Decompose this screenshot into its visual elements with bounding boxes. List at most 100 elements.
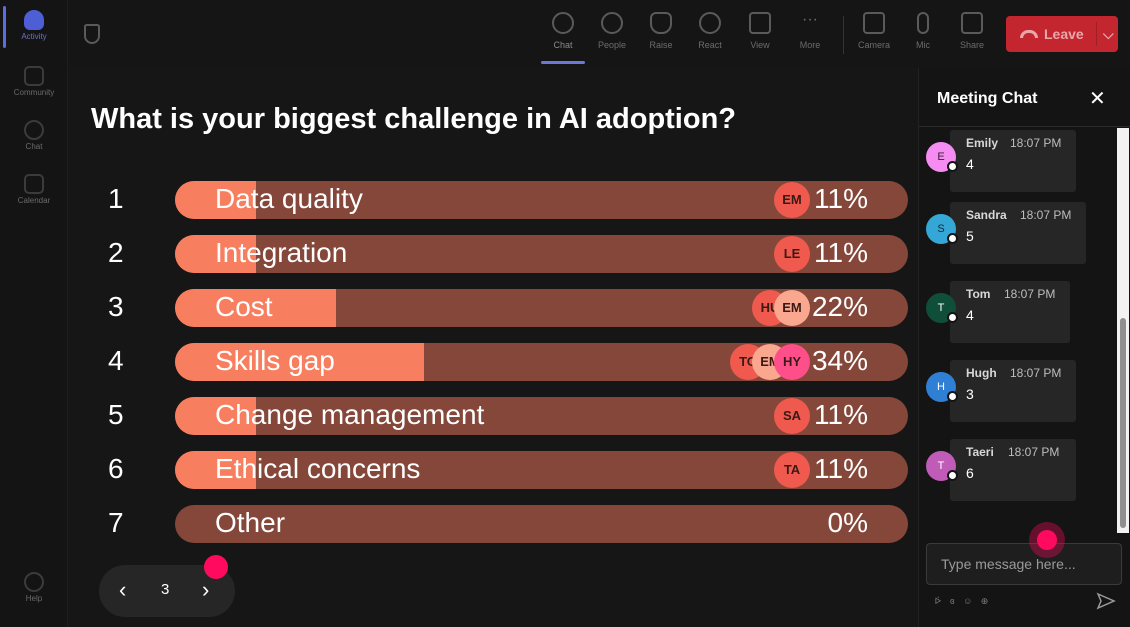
message-time: 18:07 PM <box>1010 366 1062 380</box>
smiley-icon <box>699 12 721 34</box>
rail-item-community[interactable]: Community <box>0 66 68 97</box>
next-slide-button[interactable]: › <box>202 577 210 602</box>
sender-name: Taeri <box>966 445 994 459</box>
message-text: 4 <box>966 307 974 323</box>
chat-message: Sandra 18:07 PM 5 S <box>926 202 1116 264</box>
sender-avatar[interactable]: E <box>926 142 958 172</box>
poll-option-percentage: 11% <box>814 453 868 484</box>
chat-message: Taeri 18:07 PM 6 T <box>926 439 1116 501</box>
shield-icon <box>84 24 100 44</box>
poll-option-row: 2 Integration LE 11% <box>68 235 918 273</box>
chat-icon <box>24 120 44 140</box>
toolbar-share-button[interactable]: Share <box>948 10 996 60</box>
page-number: 3 <box>161 581 170 598</box>
meeting-toolbar: Chat People Raise React View ··· More Ca… <box>68 0 1130 68</box>
pointer-indicator <box>204 555 228 579</box>
rail-item-activity[interactable]: Activity <box>0 10 68 41</box>
meeting-chat-panel: Meeting Chat ✕ Emily 18:07 PM 4 E Sandra 18:0… <box>918 68 1130 627</box>
rail-active-indicator <box>3 6 6 48</box>
poll-option-label: Ethical concerns <box>215 453 421 484</box>
poll-option-label: Cost <box>215 291 273 322</box>
poll-option-bar: Data quality EM 11% <box>175 181 908 219</box>
message-text: 3 <box>966 386 974 402</box>
poll-option-bar-fill <box>175 235 256 273</box>
chat-message-input[interactable] <box>926 543 1122 585</box>
sender-avatar[interactable]: T <box>926 451 958 481</box>
camera-off-icon <box>863 12 885 34</box>
poll-option-row: 5 Change management SA 11% <box>68 397 918 435</box>
format-toolbar[interactable]: ᢰ ɞ ☺ ⊕ <box>935 596 992 606</box>
help-icon <box>24 572 44 592</box>
message-time: 18:07 PM <box>1004 287 1056 301</box>
sender-name: Sandra <box>966 208 1007 222</box>
toolbar-mic-button[interactable]: Mic <box>899 10 947 60</box>
poll-option-percentage: 11% <box>814 399 868 430</box>
poll-option-label: Other <box>215 507 286 538</box>
hand-icon <box>650 12 672 34</box>
toolbar-react-button[interactable]: React <box>686 10 734 60</box>
chat-title: Meeting Chat <box>937 90 1038 107</box>
toolbar-raise-button[interactable]: Raise <box>637 10 685 60</box>
avatar-initial: T <box>937 302 945 314</box>
poll-option-bar: Integration LE 11% <box>175 235 908 273</box>
poll-option-bar: Ethical concerns TA 11% <box>175 451 908 489</box>
presence-status-icon <box>947 161 958 172</box>
poll-option-percentage: 11% <box>814 183 868 214</box>
toolbar-more-button[interactable]: ··· More <box>799 11 821 51</box>
poll-option-row: 6 Ethical concerns TA 11% <box>68 451 918 489</box>
chevron-down-icon[interactable]: ⌵ <box>1096 22 1114 46</box>
toolbar-chat-button[interactable]: Chat <box>539 10 587 64</box>
poll-option-row: 1 Data quality EM 11% <box>68 181 918 219</box>
poll-option-bar-fill <box>175 397 256 435</box>
poll-option-percentage: 34% <box>811 345 868 376</box>
poll-option-number: 4 <box>108 345 124 376</box>
chat-scrollbar-thumb[interactable] <box>1120 318 1126 528</box>
community-icon <box>24 66 44 86</box>
toolbar-separator <box>843 16 844 54</box>
presence-status-icon <box>947 470 958 481</box>
ellipsis-icon: ··· <box>802 11 818 28</box>
close-icon[interactable]: ✕ <box>1089 88 1106 110</box>
voter-avatar: TA <box>774 452 810 488</box>
poll-stage: What is your biggest challenge in AI ado… <box>68 68 918 627</box>
poll-option-label: Data quality <box>215 183 363 214</box>
poll-option-number: 6 <box>108 453 124 484</box>
chat-message: Tom 18:07 PM 4 T <box>926 281 1116 343</box>
avatar-initial: E <box>937 151 945 163</box>
chat-bubble: Hugh 18:07 PM 3 <box>950 360 1076 422</box>
sender-name: Hugh <box>966 366 997 380</box>
chat-bubble: Taeri 18:07 PM 6 <box>950 439 1076 501</box>
poll-option-bar-fill <box>175 451 256 489</box>
pointer-indicator <box>1029 522 1065 558</box>
previous-slide-button[interactable]: ‹ <box>119 577 127 602</box>
poll-question: What is your biggest challenge in AI ado… <box>91 103 737 135</box>
presence-status-icon <box>947 391 958 402</box>
message-time: 18:07 PM <box>1008 445 1060 459</box>
rail-item-calendar[interactable]: Calendar <box>0 174 68 205</box>
sender-avatar[interactable]: S <box>926 214 958 244</box>
rail-item-help[interactable]: Help <box>0 572 68 603</box>
sender-avatar[interactable]: T <box>926 293 958 323</box>
message-time: 18:07 PM <box>1010 136 1062 150</box>
poll-option-row: 4 Skills gap TO EM HY 34% <box>68 343 918 381</box>
poll-option-number: 7 <box>108 507 124 538</box>
toolbar-camera-button[interactable]: Camera <box>850 10 898 60</box>
poll-option-bar-fill <box>175 289 336 327</box>
share-icon <box>961 12 983 34</box>
rail-item-chat[interactable]: Chat <box>0 120 68 151</box>
toolbar-view-button[interactable]: View <box>736 10 784 60</box>
sender-avatar[interactable]: H <box>926 372 958 402</box>
mic-icon <box>917 12 929 34</box>
poll-option-bar-fill <box>175 181 256 219</box>
bell-icon <box>24 10 44 30</box>
poll-option-label: Skills gap <box>215 345 335 376</box>
chat-bubble: Tom 18:07 PM 4 <box>950 281 1070 343</box>
leave-button[interactable]: Leave ⌵ <box>1006 16 1118 52</box>
toolbar-people-button[interactable]: People <box>588 10 636 60</box>
send-icon[interactable] <box>1096 591 1116 611</box>
chat-bubble: Sandra 18:07 PM 5 <box>950 202 1086 264</box>
app-rail: Activity Community Chat Calendar Help <box>0 0 68 627</box>
voter-avatar: EM <box>774 290 810 326</box>
poll-option-percentage: 11% <box>814 237 868 268</box>
phone-hangup-icon <box>1020 30 1038 38</box>
